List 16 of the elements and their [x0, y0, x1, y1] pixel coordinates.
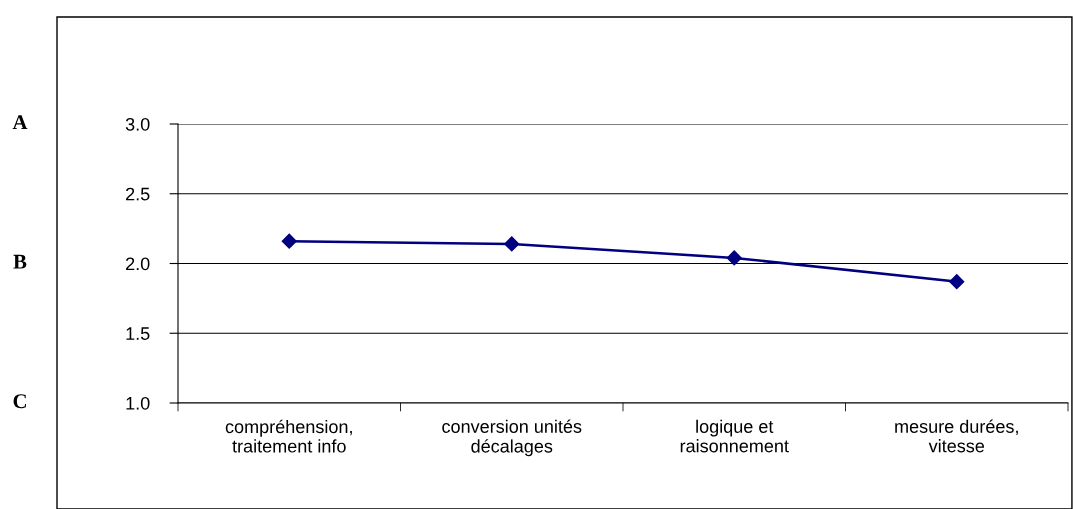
point	[726, 250, 742, 266]
y-tick-label: 1.5	[126, 327, 150, 340]
y-tick-label: 1.0	[126, 396, 150, 410]
x-tick-label: mesure durées, vitesse	[895, 419, 1018, 453]
point	[504, 236, 520, 252]
point	[281, 233, 297, 249]
x-tick-label: logique et raisonnement	[680, 419, 789, 453]
x-tick-label: conversion unités décalages	[442, 419, 582, 457]
x-tick-label: compréhension, traitement info	[225, 419, 352, 453]
text: A	[12, 115, 28, 130]
text: C	[13, 394, 26, 409]
y-tick-label: 3.0	[125, 117, 150, 131]
y-tick-label: 2.0	[126, 257, 150, 271]
y-tick-label: 2.5	[126, 187, 150, 201]
text: B	[13, 254, 27, 269]
point	[949, 274, 965, 290]
